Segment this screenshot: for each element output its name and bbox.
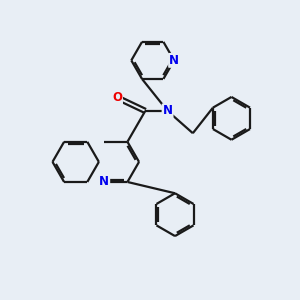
Text: N: N bbox=[163, 104, 172, 117]
Text: N: N bbox=[99, 176, 109, 188]
Text: O: O bbox=[112, 91, 122, 104]
Text: N: N bbox=[169, 54, 179, 67]
